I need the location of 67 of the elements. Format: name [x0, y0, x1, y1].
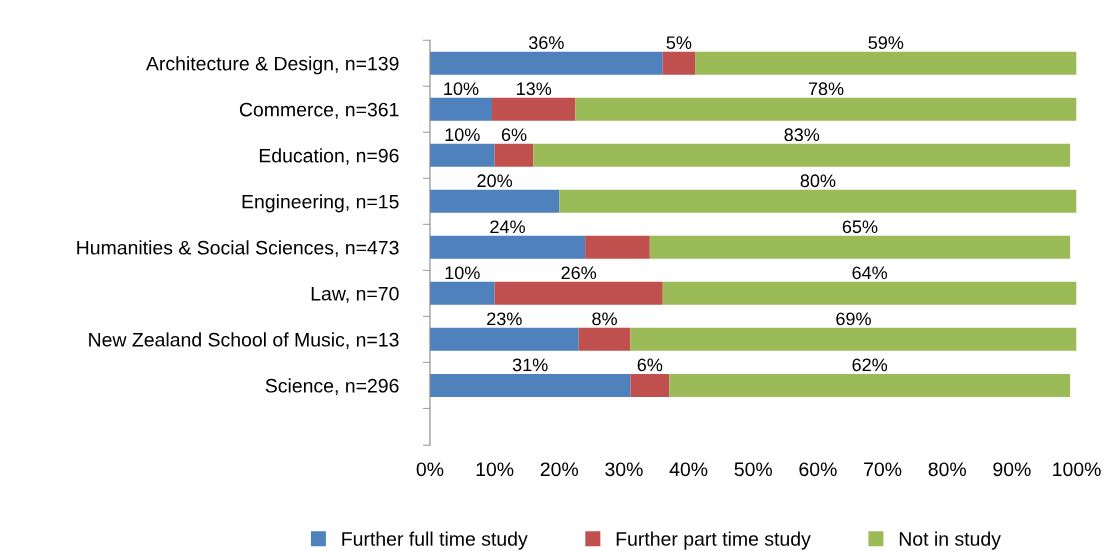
bar [429, 281, 495, 305]
data-label: 6% [501, 128, 527, 142]
bar [585, 235, 650, 259]
bar [429, 51, 663, 75]
data-label: 65% [842, 220, 878, 234]
data-label: 26% [561, 266, 597, 280]
data-label: 59% [868, 36, 904, 50]
bar [575, 97, 1077, 121]
bar [630, 373, 670, 397]
y-tick-label: Commerce, n=361 [239, 102, 399, 119]
y-tick-label: Education, n=96 [259, 148, 399, 165]
y-tick-label: Law, n=70 [311, 286, 399, 303]
bar [429, 373, 631, 397]
x-tick-label: 0% [416, 462, 444, 477]
x-tick-label: 10% [476, 462, 514, 477]
data-label: 36% [528, 36, 564, 50]
data-label: 10% [445, 128, 480, 142]
bar [662, 51, 696, 75]
bar [649, 235, 1071, 259]
data-label: 10% [444, 82, 479, 96]
y-tick-label: New Zealand School of Music, n=13 [89, 332, 399, 349]
bar [578, 327, 631, 351]
x-tick-label: 40% [669, 462, 708, 477]
x-tick-label: 100% [1053, 462, 1101, 477]
y-tick-label: Architecture & Design, n=139 [145, 56, 399, 75]
data-label: 10% [445, 266, 480, 280]
data-label: 64% [852, 266, 888, 280]
bar [630, 327, 1077, 351]
data-label: 5% [666, 36, 692, 50]
bar [429, 327, 579, 351]
bar [494, 143, 534, 167]
data-label: 13% [517, 82, 552, 96]
x-tick-label: 70% [864, 462, 902, 477]
x-tick-label: 80% [928, 462, 967, 477]
bar [492, 97, 576, 121]
x-tick-label: 20% [540, 462, 579, 477]
data-label: 24% [490, 220, 525, 234]
bar [429, 143, 495, 167]
legend-label: Further full time study [342, 531, 528, 550]
bar [494, 281, 663, 305]
bar [429, 235, 586, 259]
legend-label: Not in study [899, 531, 1001, 550]
x-tick-label: 90% [993, 462, 1031, 477]
data-label: 69% [836, 312, 871, 326]
data-label: 6% [637, 358, 663, 372]
x-tick-label: 60% [799, 462, 837, 477]
legend-label: Further part time study [616, 531, 811, 550]
bar [662, 281, 1077, 305]
data-label: 31% [512, 358, 548, 372]
bar [429, 189, 560, 213]
x-tick-label: 50% [734, 462, 773, 477]
data-label: 23% [487, 312, 522, 326]
bar [429, 97, 493, 121]
data-label: 78% [808, 82, 844, 96]
x-tick-label: 30% [605, 462, 643, 477]
bar [533, 143, 1071, 167]
data-label: 20% [477, 174, 513, 188]
bar [669, 373, 1071, 397]
y-tick-label: Engineering, n=15 [242, 194, 399, 213]
data-label: 8% [592, 312, 617, 326]
y-tick-label: Humanities & Social Sciences, n=473 [77, 240, 399, 257]
data-label: 62% [852, 358, 888, 372]
bar [695, 51, 1077, 75]
data-label: 80% [800, 174, 836, 188]
y-tick-label: Science, n=296 [265, 378, 399, 395]
bar [559, 189, 1077, 213]
data-label: 83% [784, 128, 820, 142]
